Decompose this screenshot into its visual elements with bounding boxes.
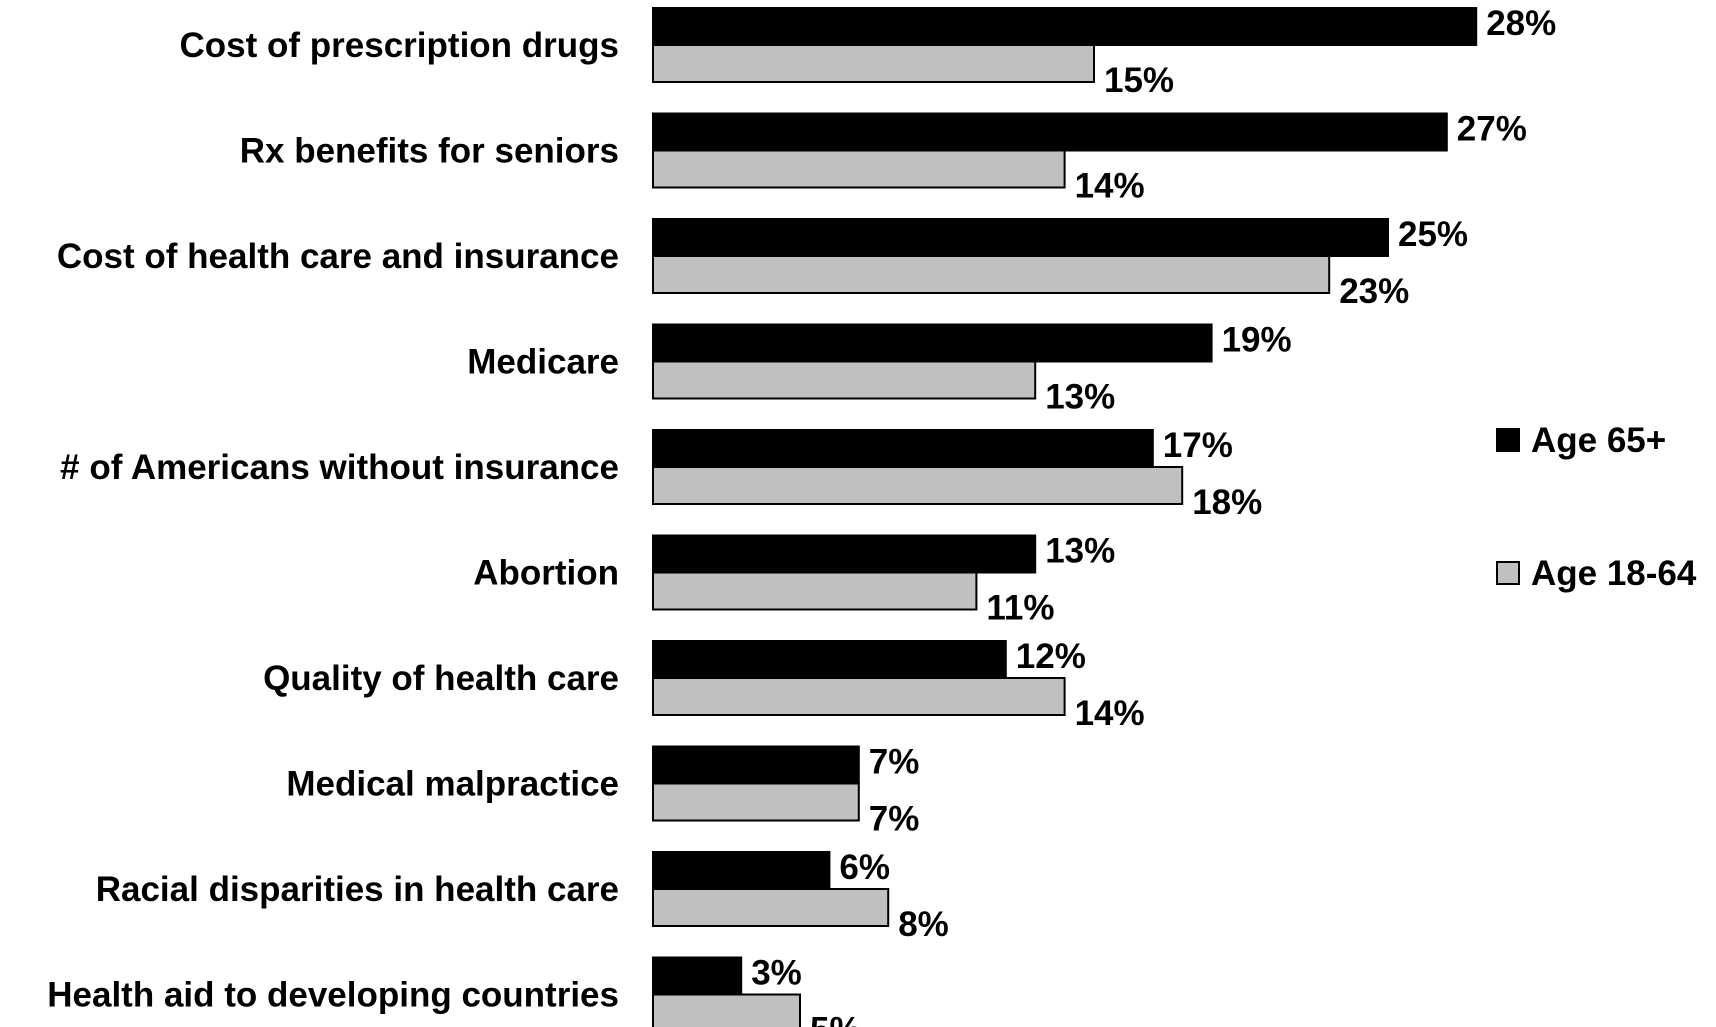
bar-age-65-plus bbox=[652, 851, 831, 890]
value-label-age-18-64: 8% bbox=[898, 905, 949, 944]
value-label-age-65-plus: 27% bbox=[1457, 110, 1527, 149]
bar-age-65-plus bbox=[652, 534, 1037, 574]
legend-item-age-65-plus: Age 65+ bbox=[1496, 421, 1666, 460]
value-label-age-65-plus: 12% bbox=[1016, 637, 1086, 676]
category-label: Cost of prescription drugs bbox=[180, 26, 619, 65]
bar-age-65-plus bbox=[652, 323, 1213, 363]
bar-age-18-64 bbox=[652, 360, 1037, 400]
category-label: Cost of health care and insurance bbox=[57, 237, 619, 276]
value-label-age-18-64: 13% bbox=[1045, 378, 1115, 417]
category-labels: Cost of prescription drugs Rx benefits fo… bbox=[47, 26, 619, 1015]
value-label-age-18-64: 7% bbox=[869, 800, 920, 839]
bar-age-65-plus bbox=[652, 7, 1478, 46]
bar-age-18-64 bbox=[652, 149, 1066, 189]
bar-age-18-64 bbox=[652, 782, 860, 822]
category-label: Racial disparities in health care bbox=[96, 870, 619, 909]
bar-age-65-plus bbox=[652, 956, 743, 996]
category-label: Health aid to developing countries bbox=[47, 976, 619, 1015]
bar-age-65-plus bbox=[652, 745, 860, 785]
legend: Age 65+ Age 18-64 bbox=[1496, 421, 1697, 593]
legend-label: Age 18-64 bbox=[1531, 554, 1697, 593]
value-label-age-65-plus: 19% bbox=[1222, 321, 1292, 360]
bar-age-18-64 bbox=[652, 888, 890, 927]
category-label: Abortion bbox=[473, 554, 619, 593]
bar-age-18-64 bbox=[652, 993, 801, 1027]
value-label-age-65-plus: 7% bbox=[869, 743, 920, 782]
value-label-age-18-64: 15% bbox=[1104, 61, 1174, 100]
bar-age-18-64 bbox=[652, 677, 1066, 716]
value-label-age-18-64: 14% bbox=[1075, 167, 1145, 206]
bar-age-18-64 bbox=[652, 255, 1331, 294]
category-label: Medical malpractice bbox=[286, 765, 619, 804]
bar-age-65-plus bbox=[652, 218, 1389, 257]
bar-age-65-plus bbox=[652, 640, 1007, 679]
value-label-age-18-64: 14% bbox=[1075, 694, 1145, 733]
value-label-age-65-plus: 28% bbox=[1486, 4, 1556, 43]
value-label-age-18-64: 23% bbox=[1339, 272, 1409, 311]
value-label-age-65-plus: 3% bbox=[751, 954, 802, 993]
legend-label: Age 65+ bbox=[1531, 421, 1666, 460]
legend-swatch bbox=[1496, 428, 1520, 452]
bar-age-65-plus bbox=[652, 429, 1154, 468]
bars bbox=[652, 7, 1478, 1027]
value-labels: 28% 15% 27% 14% 25% 23% 19% 13% 17% 18% 13% 11% 12% 1… bbox=[751, 4, 1556, 1027]
bar-age-65-plus bbox=[652, 112, 1448, 152]
value-label-age-18-64: 18% bbox=[1192, 483, 1262, 522]
value-label-age-18-64: 11% bbox=[986, 589, 1054, 628]
value-label-age-65-plus: 13% bbox=[1045, 532, 1115, 571]
category-label: Quality of health care bbox=[263, 659, 619, 698]
value-label-age-18-64: 5% bbox=[810, 1011, 861, 1027]
value-label-age-65-plus: 25% bbox=[1398, 215, 1468, 254]
category-label: # of Americans without insurance bbox=[60, 448, 619, 487]
category-label: Medicare bbox=[467, 343, 619, 382]
value-label-age-65-plus: 6% bbox=[839, 848, 890, 887]
bar-age-18-64 bbox=[652, 44, 1095, 83]
value-label-age-65-plus: 17% bbox=[1163, 426, 1233, 465]
legend-swatch bbox=[1496, 561, 1520, 585]
bar-age-18-64 bbox=[652, 466, 1184, 505]
category-label: Rx benefits for seniors bbox=[240, 132, 619, 171]
bar-age-18-64 bbox=[652, 571, 978, 611]
legend-item-age-18-64: Age 18-64 bbox=[1496, 554, 1697, 593]
